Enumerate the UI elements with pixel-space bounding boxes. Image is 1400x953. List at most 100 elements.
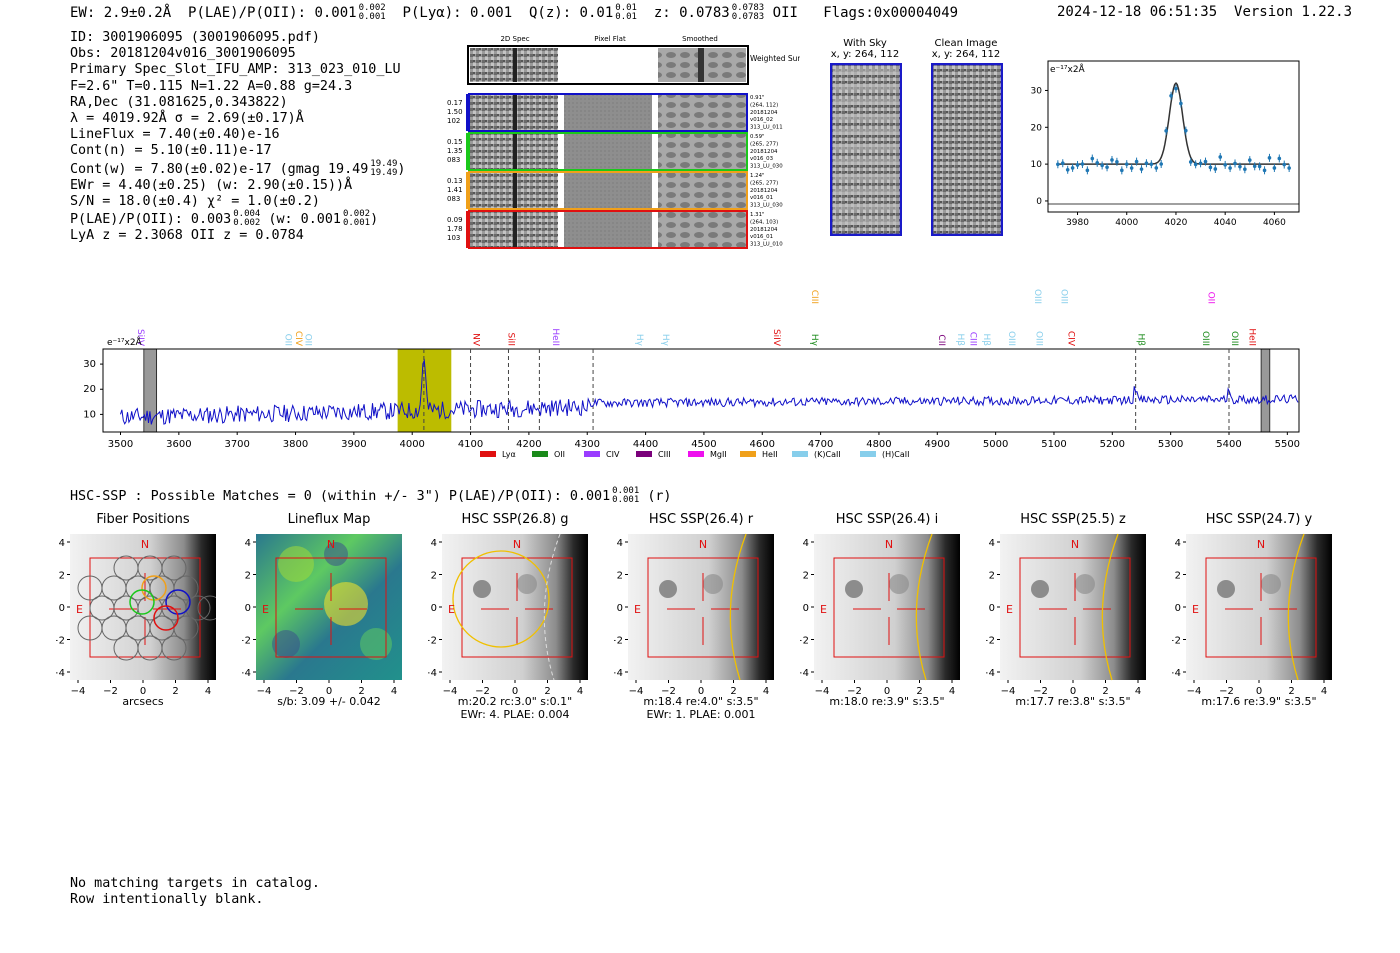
- cutout-right-label: 313_LU_030: [750, 164, 783, 170]
- panel-ytick-label: −2: [800, 636, 809, 647]
- cutout-left-label: 083: [447, 156, 460, 164]
- zoom-fit-curve: [1057, 81, 1290, 165]
- aperture-circle: [452, 550, 550, 648]
- cutout-right-label: (264, 103): [750, 219, 778, 225]
- cutout-row-marker: [466, 172, 469, 209]
- with-sky-xy: x, y: 264, 112: [830, 49, 900, 60]
- zoom-xtick-label: 4060: [1263, 218, 1286, 228]
- clean-image: [931, 63, 1003, 236]
- panel-xtick-label: −4: [443, 686, 458, 697]
- cutout-left-label: 1.35: [447, 147, 463, 155]
- cutout-line: [513, 133, 517, 170]
- panel-xtick-label: 2: [1102, 686, 1108, 697]
- zoom-xtick-label: 4020: [1165, 218, 1188, 228]
- clean-label: Clean Image: [934, 38, 998, 49]
- cutout-right-label: v016_01: [750, 195, 773, 201]
- sky-band: [833, 174, 899, 180]
- line-label: SiII: [506, 332, 516, 346]
- panel-ytick-label: 4: [1175, 538, 1181, 549]
- version: Version 1.22.3: [1234, 4, 1353, 20]
- legend-swatch: [532, 451, 548, 457]
- panel-xtick-label: −4: [815, 686, 830, 697]
- zoom-point: [1056, 162, 1060, 167]
- spectrum-xtick-label: 3900: [341, 439, 366, 450]
- zoom-point: [1144, 161, 1149, 166]
- info-lambda: λ = 4019.92Å σ = 2.69(±0.17)Å: [70, 111, 304, 127]
- east-label: E: [634, 603, 641, 616]
- line-label: CIII: [809, 290, 819, 304]
- zoom-point: [1184, 128, 1188, 133]
- panel-xtick-label: −2: [103, 686, 118, 697]
- cutout-right-label: v016_02: [750, 117, 773, 123]
- fiber-circle: [161, 555, 187, 581]
- zoom-point: [1129, 166, 1134, 170]
- cutout-right-label: 313_LU_010: [750, 242, 783, 248]
- z-lo: 0.0783: [731, 12, 765, 22]
- spectrum-xtick-label: 4300: [575, 439, 600, 450]
- cutout-row-marker: [466, 211, 469, 248]
- panel-ytick-label: 2: [245, 571, 251, 582]
- panel-ytick-label: 4: [803, 538, 809, 549]
- info-plae: P(LAE)/P(OII): 0.003 0.004 0.002 (w: 0.001…: [70, 209, 379, 229]
- panel-xtick-label: −2: [661, 686, 676, 697]
- spectrum-xtick-label: 4500: [691, 439, 716, 450]
- panel-image: N E 4 2 0 −2 −4 −4 −2 0 2 4: [1172, 533, 1332, 697]
- info-plae-lo: 0.002: [233, 218, 261, 229]
- cutout-right-label: v016_03: [750, 156, 773, 162]
- panel-xtick-label: 0: [698, 686, 704, 697]
- zoom-point: [1120, 168, 1124, 173]
- cutout-left-label: 0.09: [447, 216, 463, 224]
- cutout-right-label: 0.91": [750, 95, 764, 101]
- cutout-smoothed: [658, 94, 746, 131]
- z-value: z: 0.0783: [653, 5, 730, 21]
- spectrum-xtick-label: 3500: [108, 439, 133, 450]
- zoom-point: [1243, 167, 1247, 172]
- legend-label: CIV: [606, 450, 620, 459]
- zoom-point: [1247, 158, 1252, 162]
- plae-w-text: (w: 0.001: [268, 212, 341, 228]
- info-contn: Cont(n) = 5.10(±0.11)e-17: [70, 143, 272, 159]
- plae-hi: 0.002: [358, 3, 386, 13]
- qz-hi: 0.01: [615, 3, 637, 13]
- panel-ytick-label: 4: [431, 538, 437, 549]
- panel-ytick-label: −4: [1172, 668, 1181, 679]
- detection-info: ID: 3001906095 (3001906095.pdf) Obs: 201…: [70, 30, 405, 245]
- fiber-circle: [77, 575, 103, 601]
- panel-image: N E 4 2 0 −2 −4 −4 −2 0 2 4: [56, 534, 216, 697]
- cutout-right-label: v016_01: [750, 234, 773, 240]
- weighted-line: [513, 48, 517, 82]
- panel-xtick-label: 4: [205, 686, 211, 697]
- spectrum-frame: [102, 348, 1300, 433]
- masked-region: [1260, 348, 1271, 433]
- flags-value: Flags:0x00004049: [823, 5, 959, 21]
- cutout-left-label: 102: [447, 117, 460, 125]
- line-label: CII: [936, 334, 946, 346]
- ellipse-arc: [1101, 533, 1119, 681]
- line-label: SiIV: [771, 329, 781, 347]
- fiber-circle: [129, 589, 155, 615]
- aperture-box: [1019, 557, 1131, 658]
- fiber-circle: [77, 615, 103, 641]
- zoom-point: [1198, 161, 1203, 166]
- zoom-point: [1272, 166, 1277, 170]
- zoom-point: [1193, 162, 1198, 167]
- panel-ytick-label: 0: [989, 603, 995, 614]
- cutout-smoothed: [658, 211, 746, 248]
- zoom-line-plot: e⁻¹⁷x2Å 0 10 20 30 3980 4000 4020 4040 4060: [1031, 60, 1300, 228]
- sky-band: [833, 99, 899, 105]
- qz-value: Q(z): 0.01: [528, 5, 614, 21]
- with-sky-title: With Sky x, y: 264, 112: [830, 38, 900, 60]
- line-label: CIV: [1066, 331, 1076, 347]
- panel-xtick-label: 0: [1070, 686, 1076, 697]
- hsc-summary-hi: 0.001: [612, 486, 640, 496]
- panel-title: HSC SSP(26.4) r: [648, 512, 754, 527]
- zoom-point: [1257, 164, 1262, 169]
- aperture-box: [833, 557, 945, 658]
- cutout-right-label: (265, 277): [750, 180, 778, 186]
- panel-xtick-label: −4: [257, 686, 272, 697]
- sky-band: [833, 129, 899, 135]
- image-panel: HSC SSP(26.4) r N E 4 2 0 −2 −4 −4 −2 0 2 4 m:18.4 re…: [614, 512, 788, 722]
- panel-title: Lineflux Map: [287, 512, 371, 527]
- east-label: E: [76, 603, 83, 616]
